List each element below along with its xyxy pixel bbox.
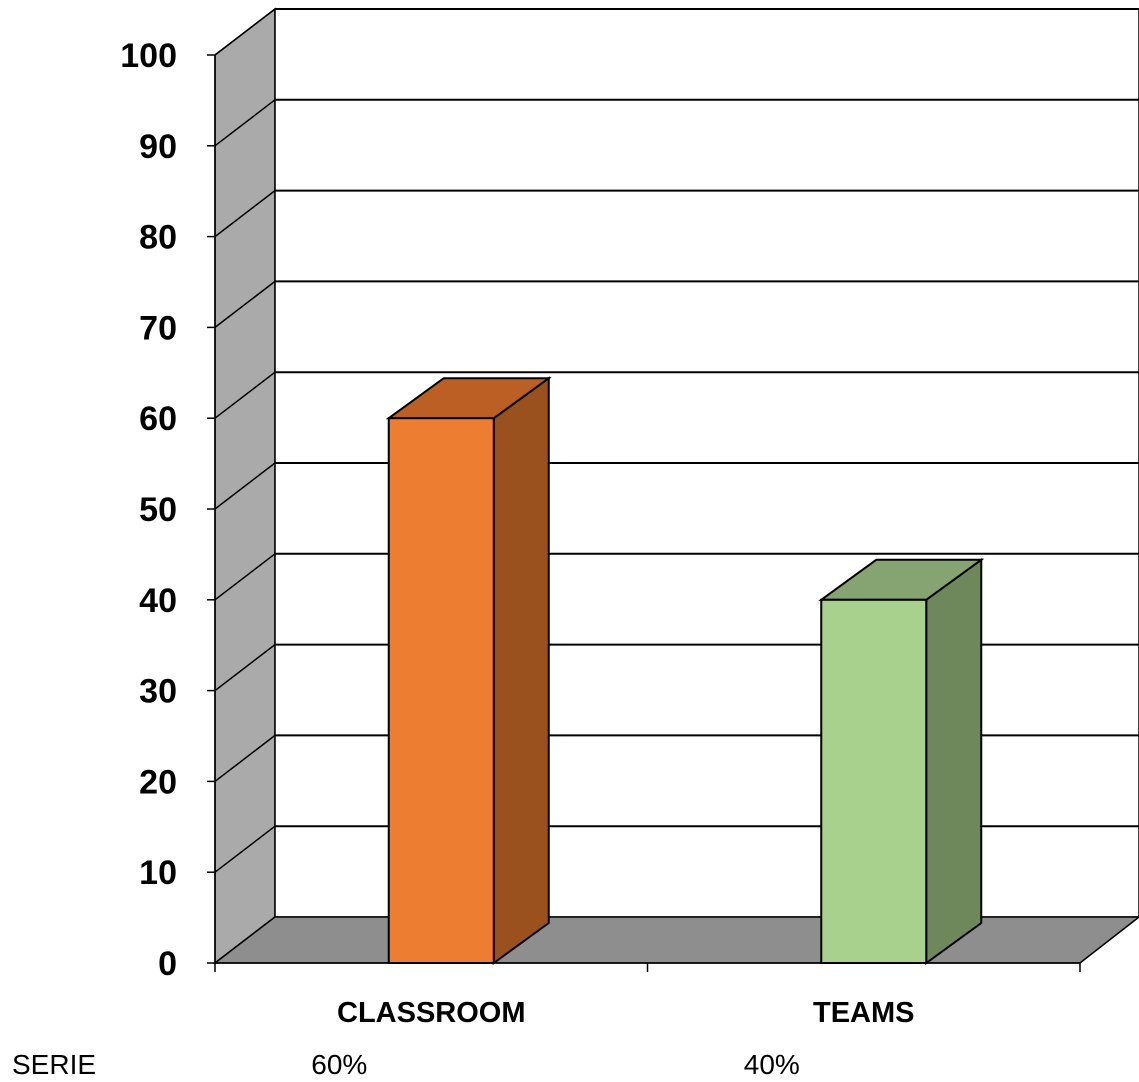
y-tick-label: 10 [139,854,177,892]
side-gridline [214,553,276,601]
y-tick-label: 60 [139,400,177,438]
bar-side [492,376,550,965]
side-gridline [214,99,276,147]
side-gridline [214,190,276,238]
bar-front [387,417,495,964]
y-axis [207,54,1081,972]
y-tick-label: 30 [139,673,177,711]
data-table-series-name: SERIE [12,1049,97,1080]
y-tick-label: 50 [139,491,177,529]
side-gridline [214,734,276,782]
side-gridline [214,8,276,56]
side-gridline [214,644,276,692]
y-tick-labels: 0 10 20 30 40 50 60 70 80 90 100 [120,37,177,983]
bar-front [820,598,928,964]
category-label: TEAMS [813,997,915,1029]
side-gridline [214,462,276,510]
y-tick-label: 80 [139,219,177,257]
y-tick-label: 40 [139,582,177,620]
y-tick-label: 70 [139,309,177,347]
bar [818,557,985,965]
data-table-value: 40% [743,1049,800,1080]
side-gridline [214,280,276,328]
y-tick-label: 100 [120,37,177,75]
bar [385,376,552,965]
bars [385,376,985,965]
y-tick-label: 0 [158,945,177,983]
side-gridline [214,371,276,419]
data-table-value: 60% [311,1049,368,1080]
y-tick-label: 20 [139,763,177,801]
category-label: CLASSROOM [337,997,526,1029]
y-tick-label: 90 [139,128,177,166]
floor-plane [212,916,1139,964]
chart-walls [214,7,1139,965]
side-gridline [214,825,276,873]
bar-side [925,557,983,965]
chart-floor [212,916,1139,964]
category-labels: CLASSROOM TEAMS [337,997,915,1029]
